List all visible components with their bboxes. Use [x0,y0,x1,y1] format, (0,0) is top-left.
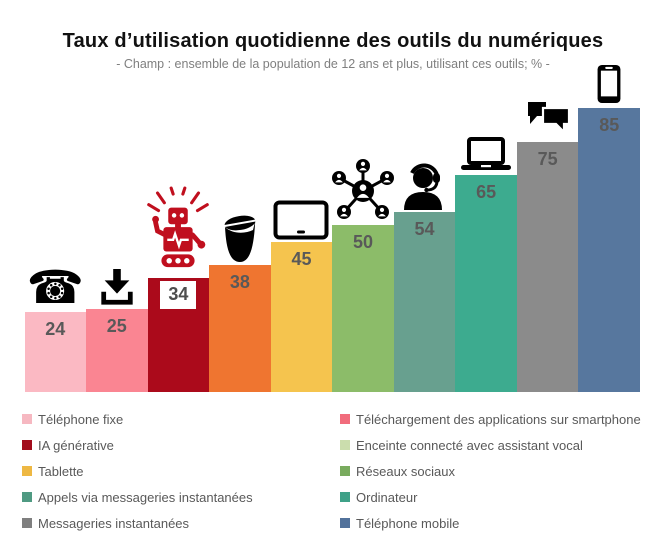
legend-item: Ordinateur [340,484,641,510]
legend-label: Ordinateur [356,489,418,505]
legend-swatch [340,518,350,528]
legend-swatch [340,492,350,502]
legend-label: IA générative [38,437,114,453]
legend-swatch [22,440,32,450]
legend-item: Réseaux sociaux [340,458,641,484]
bar-5: 45 [270,241,333,392]
smart-speaker-icon [220,214,260,264]
bar-value-label: 50 [353,232,374,252]
robot-icon [139,186,217,278]
bar-value-label: 65 [476,181,497,202]
bar-8: 65 [455,174,517,392]
bar-4: 38 [209,265,271,392]
legend-label: Téléphone fixe [38,411,124,427]
download-icon [98,267,136,307]
bar-10: 85 [578,108,640,392]
bar-value-label: 34 [148,281,210,310]
laptop-icon [460,136,512,171]
legend-item: IA générative [22,432,253,458]
legend-item: Tablette [22,458,253,484]
chat-bubbles-icon [526,101,570,134]
legend-item: Messageries instantanées [22,510,253,533]
social-network-icon [331,159,395,223]
legend-column-right: Téléchargement des applications sur smar… [340,406,641,533]
bar-value-label: 54 [414,218,435,239]
legend-swatch [340,440,350,450]
legend-label: Réseaux sociaux [356,463,455,479]
bar-3: 34 [147,278,210,392]
bar-7: 54 [393,211,456,392]
legend-label: Enceinte connecté avec assistant vocal [356,437,583,453]
bar-value-label: 45 [291,248,312,269]
legend-item: Téléchargement des applications sur smar… [340,406,641,432]
legend-swatch [22,492,32,502]
chart-title: Taux d’utilisation quotidienne des outil… [62,30,604,52]
bar-2: 25 [86,308,148,392]
legend-swatch [22,466,32,476]
legend-swatch [340,414,350,424]
legend-item: Téléphone fixe [22,406,253,432]
bar-value-label: 38 [229,272,250,293]
bar-value-label: 24 [45,318,66,339]
legend-item: Téléphone mobile [340,510,641,533]
legend-swatch [22,518,32,528]
bar-value-label: 25 [106,315,127,336]
legend-label: Messageries instantanées [38,515,190,531]
bar-6: 50 [332,225,394,392]
headset-agent-icon [402,162,448,210]
tablet-icon [273,200,329,240]
legend-column-left: Téléphone fixe IA générative Tablette Appel… [22,406,253,533]
chart-subtitle: - Champ : ensemble de la population de 1… [116,57,550,71]
legend-label: Appels via messageries instantanées [38,489,253,505]
legend-label: Tablette [38,463,84,479]
legend-item: Enceinte connecté avec assistant vocal [340,432,641,458]
smartphone-icon [596,64,622,104]
bar-value-label: 75 [537,148,558,169]
legend-label: Téléphone mobile [356,515,460,531]
bar-1: 24 [24,311,87,392]
bar-9: 75 [516,141,579,392]
legend-swatch [22,414,32,424]
legend-label: Téléchargement des applications sur smar… [356,411,641,427]
legend-swatch [340,466,350,476]
landline-phone-icon: ☎ [26,259,84,314]
bar-value-label: 85 [599,115,620,136]
legend-item: Appels via messageries instantanées [22,484,253,510]
